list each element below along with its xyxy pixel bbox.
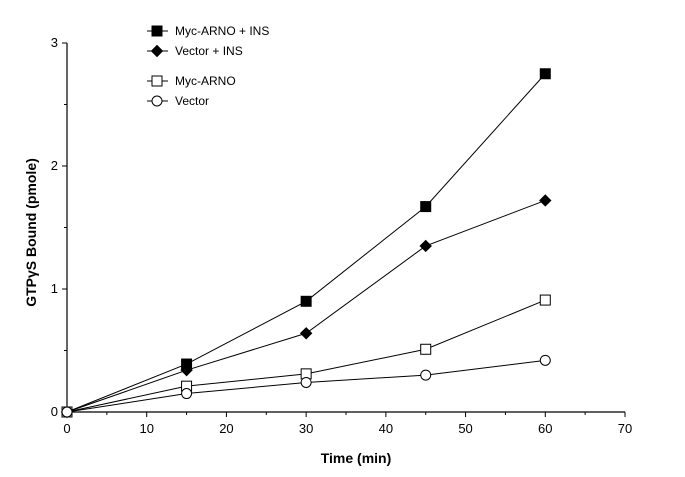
legend-label: Myc-ARNO + INS bbox=[175, 24, 269, 38]
data-point bbox=[61, 406, 73, 418]
data-point bbox=[420, 343, 432, 355]
x-tick-label: 60 bbox=[538, 421, 552, 436]
data-point bbox=[180, 363, 193, 377]
legend-item: Myc-ARNO bbox=[147, 74, 236, 88]
x-tick-label: 40 bbox=[379, 421, 393, 436]
data-point bbox=[181, 388, 193, 400]
data-point bbox=[300, 295, 312, 307]
legend-label: Myc-ARNO bbox=[175, 74, 236, 88]
legend-marker bbox=[150, 44, 164, 58]
data-point bbox=[299, 327, 313, 340]
legend-item: Vector + INS bbox=[147, 44, 243, 58]
legend-item: Myc-ARNO + INS bbox=[147, 24, 269, 38]
series-0 bbox=[61, 68, 551, 418]
y-tick-label: 0 bbox=[51, 404, 58, 419]
series-line bbox=[66, 299, 546, 413]
series-2 bbox=[61, 294, 551, 418]
data-point bbox=[539, 68, 551, 80]
legend-item: Vector bbox=[147, 94, 209, 108]
x-tick-label: 30 bbox=[299, 421, 313, 436]
y-tick-label: 3 bbox=[51, 35, 58, 50]
legend-marker bbox=[151, 25, 163, 37]
x-tick-label: 0 bbox=[63, 421, 70, 436]
legend-label: Vector + INS bbox=[175, 44, 243, 58]
y-tick-label: 1 bbox=[51, 281, 58, 296]
x-tick-label: 10 bbox=[139, 421, 153, 436]
x-tick-label: 50 bbox=[458, 421, 472, 436]
chart-legend: Myc-ARNO + INS Vector + INS Myc-ARNO Vector bbox=[147, 24, 269, 108]
chart-series bbox=[60, 68, 552, 419]
data-point bbox=[539, 294, 551, 306]
legend-marker bbox=[151, 75, 163, 87]
data-point bbox=[539, 354, 551, 366]
legend-label: Vector bbox=[175, 94, 209, 108]
data-point bbox=[420, 201, 432, 213]
chart-axes: 0 10 20 30 40 50 60 70 0 1 2 3 bbox=[51, 35, 632, 436]
series-3 bbox=[61, 354, 551, 418]
x-tick-label: 70 bbox=[618, 421, 632, 436]
x-axis-title: Time (min) bbox=[321, 450, 392, 466]
y-axis-title: GTPγS Bound (pmole) bbox=[23, 158, 39, 307]
series-line bbox=[66, 73, 546, 413]
x-tick-label: 20 bbox=[219, 421, 233, 436]
data-point bbox=[419, 239, 432, 253]
data-point bbox=[420, 369, 432, 381]
data-point bbox=[300, 376, 312, 388]
y-tick-label: 2 bbox=[51, 158, 58, 173]
legend-marker bbox=[151, 95, 163, 107]
data-point bbox=[539, 194, 552, 207]
